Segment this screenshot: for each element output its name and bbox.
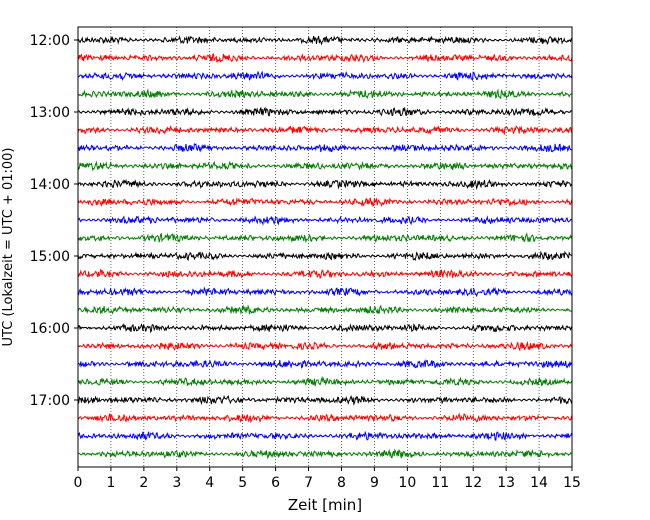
y-tick-label: 17:00 <box>30 393 70 409</box>
x-axis: 0 1 2 3 4 5 6 7 8 9 10 11 12 13 14 15 <box>74 467 581 491</box>
x-tick-label: 3 <box>172 475 181 491</box>
x-tick-label: 10 <box>398 475 416 491</box>
seismic-trace-1300 <box>77 106 573 117</box>
seismic-trace-1500 <box>77 250 573 262</box>
seismic-trace-1730 <box>77 430 573 442</box>
x-tick-label: 7 <box>304 475 313 491</box>
x-tick-label: 8 <box>337 475 346 491</box>
seismic-trace-1445 <box>77 232 573 244</box>
x-tick-label: 11 <box>431 475 449 491</box>
seismic-trace-1515 <box>77 268 573 280</box>
seismic-trace-1615 <box>77 340 573 352</box>
seismic-trace-1345 <box>77 160 573 172</box>
y-tick-label: 15:00 <box>30 249 70 265</box>
x-tick-label: 0 <box>74 475 83 491</box>
seismic-trace-1700 <box>77 394 573 406</box>
y-tick-label: 12:00 <box>30 33 70 49</box>
y-tick-label: 16:00 <box>30 321 70 337</box>
x-tick-label: 6 <box>271 475 280 491</box>
y-axis: 12:00 13:00 14:00 15:00 16:00 17:00 <box>30 33 78 409</box>
seismic-trace-1645 <box>77 375 573 387</box>
x-tick-label: 2 <box>139 475 148 491</box>
seismic-trace-1200 <box>77 35 573 46</box>
seismic-trace-1315 <box>77 125 573 136</box>
seismic-trace-1215 <box>77 53 573 64</box>
x-axis-label: Zeit [min] <box>288 496 362 514</box>
seismic-trace-1330 <box>77 143 573 153</box>
vertical-grid <box>110 27 540 467</box>
x-tick-label: 12 <box>464 475 482 491</box>
x-tick-label: 9 <box>370 475 379 491</box>
y-axis-label: UTC (Lokalzeit = UTC + 01:00) <box>1 148 16 347</box>
seismic-trace-1400 <box>77 178 573 191</box>
seismic-trace-1530 <box>77 286 573 298</box>
seismic-trace-1630 <box>77 359 573 369</box>
seismic-trace-1745 <box>77 448 573 460</box>
seismic-trace-1545 <box>77 304 573 315</box>
trace-group <box>77 35 573 460</box>
seismic-trace-1715 <box>77 412 573 424</box>
plot-frame <box>77 26 573 468</box>
y-tick-label: 13:00 <box>30 105 70 121</box>
x-tick-label: 1 <box>106 475 115 491</box>
x-tick-label: 4 <box>205 475 214 491</box>
x-tick-label: 13 <box>497 475 515 491</box>
x-tick-label: 15 <box>563 475 581 491</box>
seismic-trace-1230 <box>77 70 573 82</box>
seismic-trace-1430 <box>77 215 573 226</box>
seismic-trace-1600 <box>77 323 573 334</box>
seismic-trace-1415 <box>77 197 573 208</box>
seismic-trace-1245 <box>77 88 573 100</box>
x-tick-label: 5 <box>238 475 247 491</box>
x-tick-label: 14 <box>530 475 548 491</box>
y-tick-label: 14:00 <box>30 177 70 193</box>
